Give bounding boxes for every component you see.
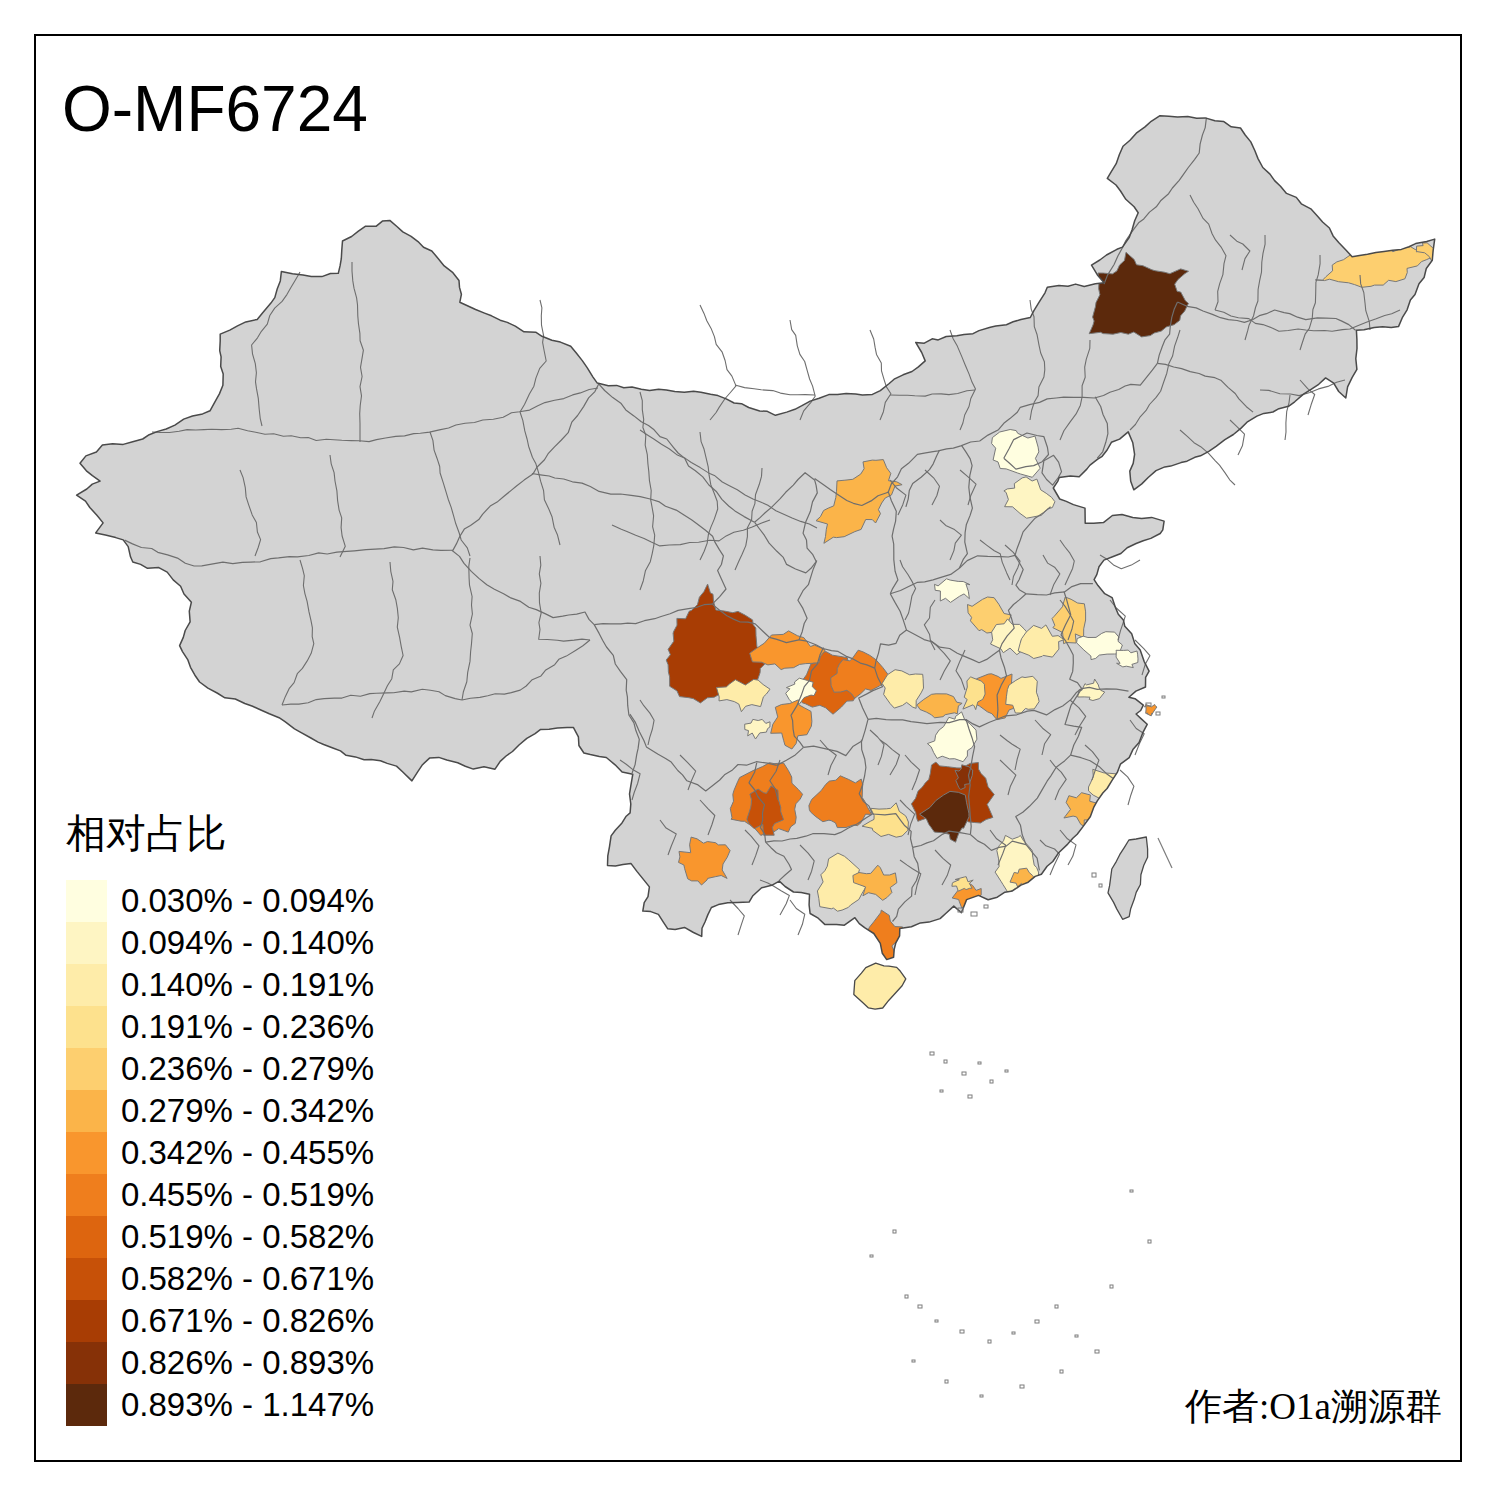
legend-label: 0.671% - 0.826% xyxy=(121,1302,374,1340)
legend-swatch xyxy=(66,1090,107,1132)
legend-row: 0.236% - 0.279% xyxy=(66,1048,374,1090)
legend-label: 0.519% - 0.582% xyxy=(121,1218,374,1256)
legend-swatch xyxy=(66,1342,107,1384)
legend-row: 0.455% - 0.519% xyxy=(66,1174,374,1216)
legend-swatch xyxy=(66,1216,107,1258)
legend-swatch xyxy=(66,1006,107,1048)
legend-label: 0.030% - 0.094% xyxy=(121,882,374,920)
legend-rows: 0.030% - 0.094% 0.094% - 0.140% 0.140% - 0… xyxy=(66,880,374,1426)
legend-row: 0.279% - 0.342% xyxy=(66,1090,374,1132)
legend-row: 0.191% - 0.236% xyxy=(66,1006,374,1048)
legend-label: 0.094% - 0.140% xyxy=(121,924,374,962)
legend-title: 相对占比 xyxy=(66,814,374,854)
legend-swatch xyxy=(66,964,107,1006)
legend-label: 0.893% - 1.147% xyxy=(121,1386,374,1424)
legend-swatch xyxy=(66,1300,107,1342)
legend-label: 0.342% - 0.455% xyxy=(121,1134,374,1172)
map-title: O-MF6724 xyxy=(62,72,368,146)
legend-swatch xyxy=(66,880,107,922)
legend: 相对占比 0.030% - 0.094% 0.094% - 0.140% 0.140… xyxy=(66,814,374,1426)
legend-row: 0.826% - 0.893% xyxy=(66,1342,374,1384)
legend-swatch xyxy=(66,1258,107,1300)
legend-label: 0.140% - 0.191% xyxy=(121,966,374,1004)
legend-row: 0.893% - 1.147% xyxy=(66,1384,374,1426)
legend-label: 0.191% - 0.236% xyxy=(121,1008,374,1046)
legend-label: 0.826% - 0.893% xyxy=(121,1344,374,1382)
legend-swatch xyxy=(66,922,107,964)
legend-row: 0.140% - 0.191% xyxy=(66,964,374,1006)
attribution-text: 作者:O1a溯源群 xyxy=(1185,1382,1442,1432)
legend-row: 0.094% - 0.140% xyxy=(66,922,374,964)
legend-row: 0.342% - 0.455% xyxy=(66,1132,374,1174)
legend-row: 0.030% - 0.094% xyxy=(66,880,374,922)
legend-swatch xyxy=(66,1048,107,1090)
legend-label: 0.236% - 0.279% xyxy=(121,1050,374,1088)
legend-row: 0.519% - 0.582% xyxy=(66,1216,374,1258)
legend-row: 0.582% - 0.671% xyxy=(66,1258,374,1300)
legend-swatch xyxy=(66,1174,107,1216)
legend-row: 0.671% - 0.826% xyxy=(66,1300,374,1342)
legend-label: 0.279% - 0.342% xyxy=(121,1092,374,1130)
legend-swatch xyxy=(66,1384,107,1426)
legend-label: 0.582% - 0.671% xyxy=(121,1260,374,1298)
legend-swatch xyxy=(66,1132,107,1174)
legend-label: 0.455% - 0.519% xyxy=(121,1176,374,1214)
